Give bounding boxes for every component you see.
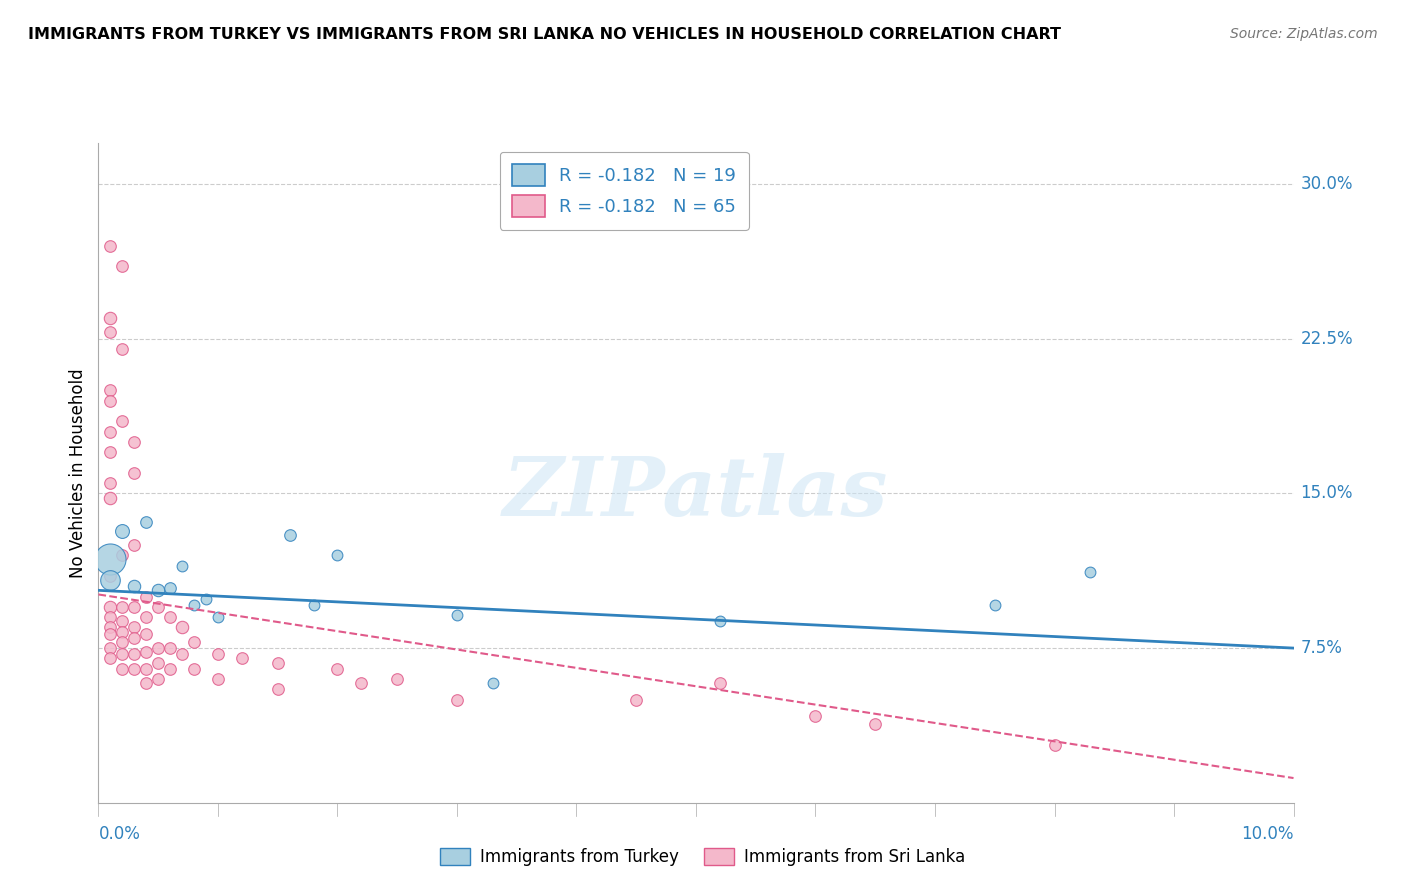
Text: ZIPatlas: ZIPatlas — [503, 452, 889, 533]
Point — [111, 624, 134, 639]
Text: 15.0%: 15.0% — [1301, 484, 1353, 502]
Point — [98, 599, 122, 614]
Point — [385, 672, 409, 686]
Point — [111, 260, 134, 274]
Point — [124, 631, 146, 645]
Point — [148, 583, 170, 598]
Point — [983, 598, 1005, 612]
Legend: Immigrants from Turkey, Immigrants from Sri Lanka: Immigrants from Turkey, Immigrants from … — [432, 840, 974, 875]
Text: Source: ZipAtlas.com: Source: ZipAtlas.com — [1230, 27, 1378, 41]
Point — [98, 620, 122, 634]
Point — [98, 491, 122, 505]
Point — [135, 590, 157, 604]
Point — [124, 620, 146, 634]
Point — [709, 614, 731, 628]
Point — [98, 239, 122, 253]
Point — [111, 599, 134, 614]
Text: 0.0%: 0.0% — [98, 825, 141, 843]
Point — [172, 558, 194, 573]
Point — [124, 466, 146, 480]
Point — [278, 527, 301, 541]
Point — [111, 524, 134, 538]
Point — [98, 393, 122, 408]
Point — [159, 610, 181, 624]
Point — [135, 610, 157, 624]
Point — [124, 648, 146, 662]
Point — [135, 645, 157, 659]
Point — [709, 676, 731, 690]
Text: 22.5%: 22.5% — [1301, 330, 1353, 348]
Point — [183, 598, 205, 612]
Point — [865, 717, 887, 731]
Point — [1080, 565, 1102, 579]
Point — [350, 676, 373, 690]
Point — [481, 676, 505, 690]
Point — [159, 641, 181, 656]
Point — [98, 311, 122, 326]
Point — [148, 672, 170, 686]
Point — [124, 579, 146, 593]
Point — [267, 682, 290, 697]
Point — [207, 672, 229, 686]
Point — [111, 614, 134, 628]
Point — [98, 573, 122, 587]
Point — [135, 516, 157, 530]
Point — [326, 662, 349, 676]
Point — [124, 538, 146, 552]
Point — [148, 641, 170, 656]
Point — [111, 342, 134, 356]
Point — [98, 569, 122, 583]
Text: 30.0%: 30.0% — [1301, 175, 1353, 193]
Point — [98, 384, 122, 398]
Point — [302, 598, 325, 612]
Point — [98, 626, 122, 640]
Point — [135, 662, 157, 676]
Point — [98, 641, 122, 656]
Point — [267, 656, 290, 670]
Point — [111, 548, 134, 563]
Text: 7.5%: 7.5% — [1301, 639, 1343, 657]
Point — [111, 635, 134, 649]
Point — [111, 414, 134, 428]
Point — [124, 662, 146, 676]
Point — [111, 648, 134, 662]
Point — [124, 434, 146, 449]
Point — [326, 548, 349, 563]
Point — [148, 599, 170, 614]
Point — [207, 648, 229, 662]
Point — [446, 692, 468, 706]
Point — [98, 326, 122, 340]
Text: 10.0%: 10.0% — [1241, 825, 1294, 843]
Y-axis label: No Vehicles in Household: No Vehicles in Household — [69, 368, 87, 578]
Point — [98, 445, 122, 459]
Point — [207, 610, 229, 624]
Point — [624, 692, 647, 706]
Point — [159, 662, 181, 676]
Legend: R = -0.182   N = 19, R = -0.182   N = 65: R = -0.182 N = 19, R = -0.182 N = 65 — [499, 152, 749, 230]
Point — [98, 552, 122, 566]
Point — [111, 662, 134, 676]
Point — [804, 709, 827, 723]
Point — [148, 656, 170, 670]
Point — [1043, 738, 1066, 752]
Point — [172, 620, 194, 634]
Point — [98, 476, 122, 491]
Point — [135, 676, 157, 690]
Point — [446, 608, 468, 623]
Point — [124, 599, 146, 614]
Point — [98, 651, 122, 665]
Point — [159, 582, 181, 596]
Point — [194, 591, 218, 606]
Point — [135, 626, 157, 640]
Point — [183, 635, 205, 649]
Text: IMMIGRANTS FROM TURKEY VS IMMIGRANTS FROM SRI LANKA NO VEHICLES IN HOUSEHOLD COR: IMMIGRANTS FROM TURKEY VS IMMIGRANTS FRO… — [28, 27, 1062, 42]
Point — [231, 651, 253, 665]
Point — [98, 610, 122, 624]
Point — [172, 648, 194, 662]
Point — [98, 425, 122, 439]
Point — [183, 662, 205, 676]
